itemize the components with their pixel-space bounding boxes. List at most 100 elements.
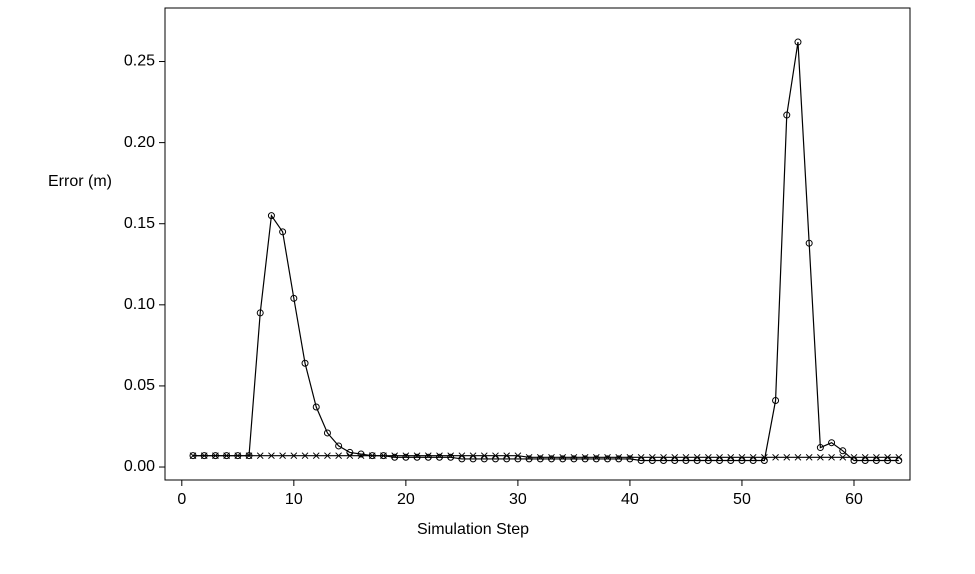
x-marker — [368, 452, 376, 460]
circle-marker — [290, 294, 298, 302]
circle-marker — [447, 453, 455, 461]
circle-marker — [413, 453, 421, 461]
x-marker — [469, 452, 477, 460]
x-marker — [268, 452, 275, 460]
x-marker — [312, 452, 320, 460]
x-marker — [424, 452, 432, 460]
y-tick-label: 0.05 — [124, 377, 155, 394]
x-marker — [805, 453, 813, 461]
x-marker — [615, 453, 623, 461]
x-tick-label: 40 — [621, 491, 639, 508]
x-marker — [794, 453, 802, 461]
x-marker — [200, 452, 208, 460]
x-marker — [458, 452, 466, 460]
x-marker — [850, 453, 858, 461]
x-marker — [682, 453, 690, 461]
x-marker — [380, 452, 387, 460]
y-tick-label: 0.00 — [124, 458, 155, 475]
x-marker — [256, 452, 264, 460]
x-marker — [559, 453, 567, 461]
x-marker — [671, 453, 679, 461]
circle-marker — [828, 439, 836, 447]
x-marker — [223, 452, 230, 460]
x-marker — [581, 453, 589, 461]
x-marker — [637, 453, 645, 461]
x-marker — [783, 453, 791, 461]
x-marker — [480, 452, 488, 460]
y-tick-label: 0.15 — [124, 215, 155, 232]
x-marker — [402, 452, 410, 460]
x-marker — [279, 452, 286, 460]
circle-marker — [604, 455, 612, 463]
circle-marker — [357, 450, 365, 458]
circle-marker — [424, 453, 432, 461]
x-marker — [492, 452, 499, 460]
x-marker — [514, 452, 522, 460]
circle-marker — [615, 455, 623, 463]
circle-marker — [335, 442, 343, 450]
circle-marker — [312, 403, 320, 411]
x-tick-label: 10 — [285, 491, 303, 508]
x-marker — [817, 453, 824, 461]
x-marker — [828, 453, 835, 461]
x-marker — [861, 453, 869, 461]
circle-marker — [391, 453, 399, 461]
x-marker — [290, 452, 298, 460]
x-marker — [436, 452, 443, 460]
x-marker — [346, 452, 354, 460]
x-marker — [761, 453, 768, 461]
circle-marker — [548, 455, 556, 463]
circle-marker — [816, 444, 824, 452]
x-marker — [592, 453, 600, 461]
circle-marker — [279, 228, 287, 236]
x-marker — [548, 453, 555, 461]
x-marker — [189, 452, 197, 460]
x-tick-label: 50 — [733, 491, 751, 508]
x-marker — [570, 453, 578, 461]
circle-marker — [805, 239, 813, 247]
series-line — [193, 41, 899, 462]
x-tick-label: 0 — [177, 491, 186, 508]
x-marker — [301, 452, 309, 460]
circle-marker — [402, 453, 410, 461]
circle-marker — [323, 429, 331, 437]
x-tick-label: 30 — [509, 491, 527, 508]
x-marker — [693, 453, 701, 461]
circle-marker — [559, 455, 567, 463]
x-marker — [873, 453, 880, 461]
circle-marker — [267, 212, 275, 220]
x-marker — [335, 452, 343, 460]
x-marker — [884, 453, 891, 461]
x-tick-label: 20 — [397, 491, 415, 508]
y-tick-label: 0.10 — [124, 296, 155, 313]
y-tick-label: 0.20 — [124, 134, 155, 151]
x-marker — [234, 452, 242, 460]
circle-marker — [570, 455, 578, 463]
x-marker — [413, 452, 421, 460]
x-marker — [324, 452, 331, 460]
circle-marker — [772, 397, 780, 405]
plot-frame — [164, 7, 911, 481]
x-marker — [839, 453, 847, 461]
circle-marker — [301, 359, 309, 367]
x-marker — [503, 452, 511, 460]
circle-marker — [794, 38, 802, 46]
x-marker — [357, 452, 365, 460]
circle-marker — [839, 447, 847, 455]
x-marker — [704, 453, 712, 461]
x-marker — [895, 453, 903, 461]
y-axis-label: Error (m) — [48, 173, 112, 190]
circle-marker — [592, 455, 600, 463]
x-marker — [727, 453, 735, 461]
circle-marker — [256, 309, 264, 317]
x-marker — [245, 452, 253, 460]
circle-marker — [536, 455, 544, 463]
x-marker — [536, 453, 544, 461]
x-marker — [391, 452, 399, 460]
series-line — [193, 455, 899, 458]
x-marker — [212, 452, 219, 460]
x-axis-label: Simulation Step — [417, 521, 529, 538]
x-marker — [525, 453, 533, 461]
x-marker — [738, 453, 746, 461]
